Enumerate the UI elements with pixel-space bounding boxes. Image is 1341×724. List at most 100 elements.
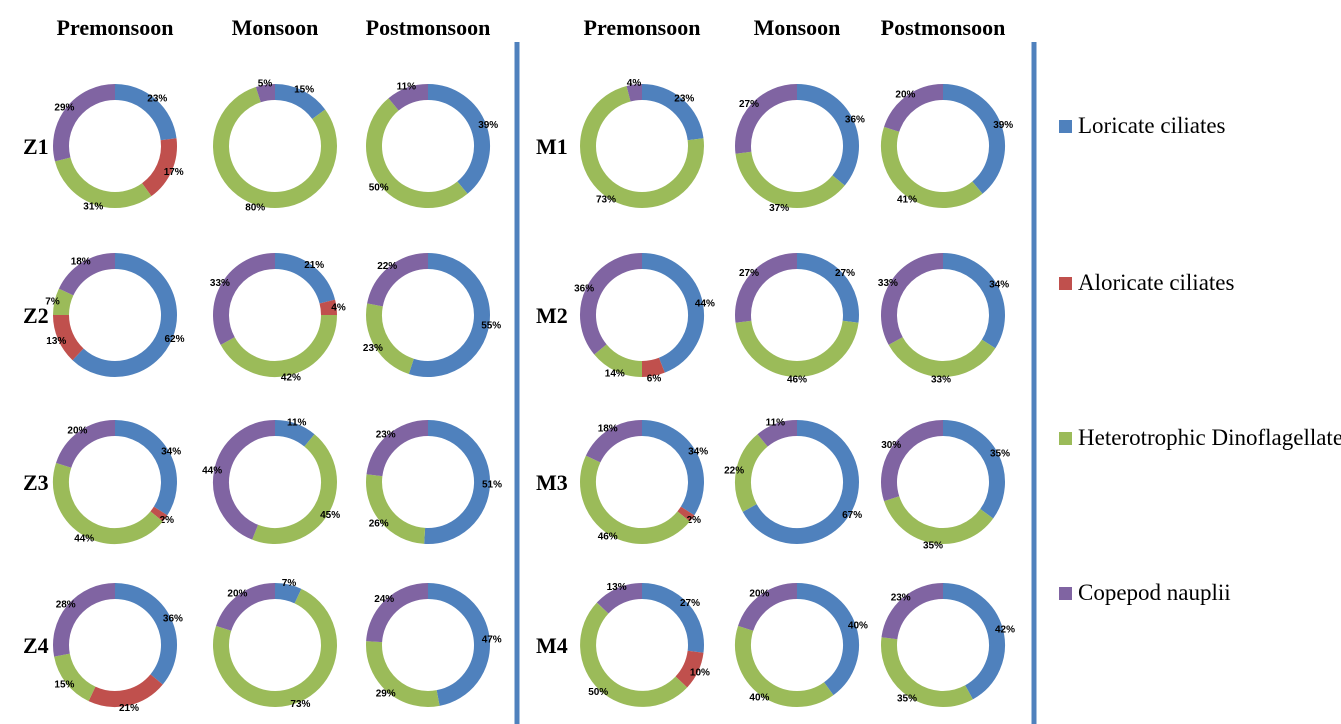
slice-loricate-ciliates [641, 253, 704, 373]
donut-m2-premonsoon: 44% 6% 14% 36% [574, 253, 715, 384]
slice-label-copepod-nauplii: 33% [878, 278, 898, 289]
slice-copepod-nauplii [738, 583, 798, 632]
slice-label-copepod-nauplii: 4% [627, 78, 642, 89]
slice-label-heterotrophic-dinoflagellates: 33% [931, 375, 951, 386]
slice-label-heterotrophic-dinoflagellates: 42% [281, 373, 301, 384]
season-header-monsoon: Monsoon [754, 15, 841, 40]
slice-loricate-ciliates [796, 583, 859, 696]
slice-heterotrophic-dinoflagellates [53, 288, 74, 316]
row-label-m1: M1 [536, 134, 568, 159]
slice-label-loricate-ciliates: 55% [481, 321, 501, 332]
legend: Loricate ciliates Aloricate ciliates Heter… [1059, 113, 1341, 605]
slice-copepod-nauplii [58, 253, 116, 296]
slice-heterotrophic-dinoflagellates [580, 85, 704, 208]
slice-label-copepod-nauplii: 36% [574, 283, 594, 294]
slice-label-loricate-ciliates: 39% [993, 120, 1013, 131]
slice-heterotrophic-dinoflagellates [881, 126, 983, 208]
donut-z3-monsoon: 11% 45% 44% [202, 417, 340, 544]
slice-copepod-nauplii [213, 420, 276, 540]
slice-label-loricate-ciliates: 23% [674, 94, 694, 105]
slice-copepod-nauplii [255, 83, 276, 103]
slice-label-loricate-ciliates: 51% [482, 480, 502, 491]
slice-label-copepod-nauplii: 18% [71, 257, 91, 268]
donut-z2-postmonsoon: 55% 23% 22% [363, 253, 501, 377]
slice-label-copepod-nauplii: 28% [56, 600, 76, 611]
slice-heterotrophic-dinoflagellates [366, 98, 468, 208]
donut-m2-postmonsoon: 34% 33% 33% [878, 253, 1009, 386]
slice-label-copepod-nauplii: 20% [749, 589, 769, 600]
slice-label-loricate-ciliates: 27% [680, 598, 700, 609]
legend-label-loricate-ciliates: Loricate ciliates [1078, 113, 1226, 138]
row-label-z2: Z2 [23, 303, 49, 328]
legend-swatch-copepod-nauplii [1059, 587, 1072, 600]
slice-loricate-ciliates [742, 420, 859, 544]
slice-label-heterotrophic-dinoflagellates: 23% [363, 343, 383, 354]
slice-copepod-nauplii [626, 84, 643, 102]
slice-label-aloricate-ciliates: 2% [160, 515, 175, 526]
slice-label-loricate-ciliates: 34% [989, 280, 1009, 291]
donut-m3-premonsoon: 34% 2% 46% 18% [580, 420, 708, 544]
slice-loricate-ciliates [274, 583, 302, 604]
slice-heterotrophic-dinoflagellates [580, 602, 688, 707]
panel-divider-2 [1031, 42, 1037, 724]
slice-heterotrophic-dinoflagellates [735, 151, 845, 208]
slice-copepod-nauplii [757, 420, 798, 447]
season-header-postmonsoon: Postmonsoon [366, 15, 491, 40]
slice-label-copepod-nauplii: 27% [739, 268, 759, 279]
slice-label-heterotrophic-dinoflagellates: 41% [897, 194, 917, 205]
slice-label-loricate-ciliates: 15% [294, 85, 314, 96]
season-header-postmonsoon: Postmonsoon [881, 15, 1006, 40]
slice-copepod-nauplii [366, 583, 429, 643]
slice-label-copepod-nauplii: 13% [607, 582, 627, 593]
slice-heterotrophic-dinoflagellates [366, 641, 440, 707]
slice-label-aloricate-ciliates: 17% [164, 167, 184, 178]
donut-z3-postmonsoon: 51% 26% 23% [366, 420, 502, 544]
slice-label-copepod-nauplii: 18% [598, 424, 618, 435]
donut-z4-premonsoon: 36% 21% 15% 28% [53, 583, 183, 714]
slice-label-copepod-nauplii: 20% [895, 90, 915, 101]
slice-label-copepod-nauplii: 11% [766, 417, 786, 428]
slice-heterotrophic-dinoflagellates [213, 588, 337, 707]
slice-heterotrophic-dinoflagellates [54, 653, 96, 702]
slice-label-loricate-ciliates: 27% [835, 268, 855, 279]
donut-m2-monsoon: 27% 46% 27% [735, 253, 859, 386]
slice-copepod-nauplii [56, 420, 116, 469]
slice-copepod-nauplii [735, 84, 798, 154]
slice-label-loricate-ciliates: 36% [845, 114, 865, 125]
slice-label-heterotrophic-dinoflagellates: 29% [376, 689, 396, 700]
panel-dividers [514, 42, 1037, 724]
slice-label-aloricate-ciliates: 4% [331, 303, 346, 314]
donut-z4-postmonsoon: 47% 29% 24% [366, 583, 502, 707]
season-header-monsoon: Monsoon [232, 15, 319, 40]
slice-label-loricate-ciliates: 34% [688, 447, 708, 458]
legend-swatch-heterotrophic-dinoflagellates [1059, 432, 1072, 445]
row-label-z1: Z1 [23, 134, 49, 159]
row-label-m4: M4 [536, 633, 568, 658]
legend-swatch-loricate-ciliates [1059, 120, 1072, 133]
slice-label-aloricate-ciliates: 13% [46, 336, 66, 347]
slice-copepod-nauplii [388, 84, 429, 111]
slice-label-aloricate-ciliates: 21% [119, 703, 139, 714]
legend-label-copepod-nauplii: Copepod nauplii [1078, 580, 1231, 605]
slice-label-loricate-ciliates: 21% [304, 260, 324, 271]
slice-label-loricate-ciliates: 11% [287, 417, 307, 428]
slice-heterotrophic-dinoflagellates [884, 495, 994, 544]
donut-z2-monsoon: 21% 4% 42% 33% [210, 253, 346, 384]
slice-heterotrophic-dinoflagellates [881, 637, 973, 707]
slice-copepod-nauplii [735, 253, 798, 323]
slice-label-heterotrophic-dinoflagellates: 46% [598, 532, 618, 543]
slice-label-aloricate-ciliates: 2% [687, 515, 702, 526]
slice-loricate-ciliates [641, 420, 704, 516]
row-label-m3: M3 [536, 470, 568, 495]
slice-label-heterotrophic-dinoflagellates: 7% [45, 297, 60, 308]
slice-aloricate-ciliates [319, 299, 337, 316]
slice-loricate-ciliates [942, 84, 1005, 194]
slice-heterotrophic-dinoflagellates [888, 336, 996, 377]
donut-z1-postmonsoon: 39% 50% 11% [366, 81, 498, 208]
slice-label-copepod-nauplii: 33% [210, 278, 230, 289]
slice-label-heterotrophic-dinoflagellates: 22% [724, 466, 744, 477]
slice-label-loricate-ciliates: 39% [478, 120, 498, 131]
slice-heterotrophic-dinoflagellates [735, 434, 768, 512]
slice-label-heterotrophic-dinoflagellates: 80% [245, 202, 265, 213]
slice-loricate-ciliates [114, 84, 177, 141]
